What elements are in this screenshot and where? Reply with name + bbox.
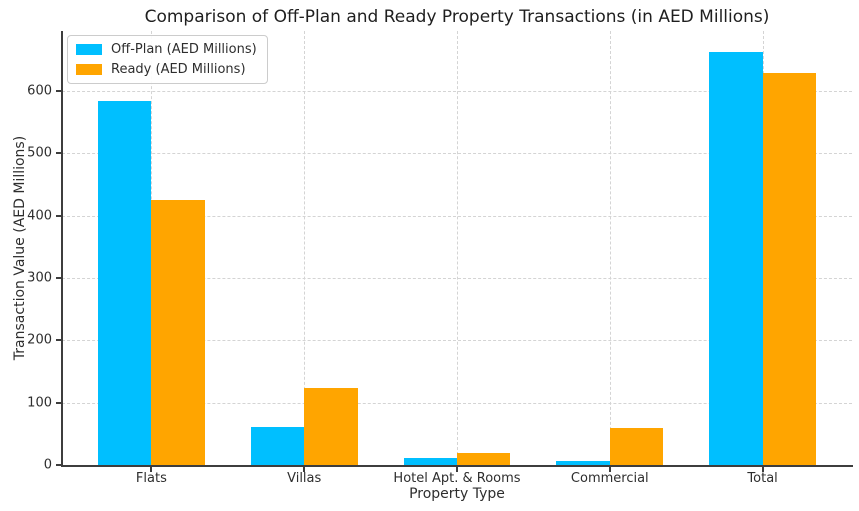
bar-off-plan-hotel-apt-rooms [403, 457, 457, 465]
y-axis-label: Transaction Value (AED Millions) [12, 135, 28, 361]
gridline-x-villas [304, 31, 306, 465]
y-tick-mark-300 [56, 276, 61, 279]
x-tick-mark-flats [150, 467, 153, 472]
x-tick-label-flats: Flats [135, 471, 167, 486]
x-axis-label: Property Type [409, 486, 505, 502]
x-tick-mark-total [761, 467, 764, 472]
legend-item-ready: Ready (AED Millions) [76, 62, 257, 77]
x-tick-label-total: Total [747, 471, 778, 486]
bar-off-plan-villas [250, 426, 305, 465]
x-tick-mark-commercial [608, 467, 611, 472]
bar-off-plan-flats [97, 101, 152, 465]
chart-title: Comparison of Off-Plan and Ready Propert… [144, 7, 770, 27]
bar-ready-villas [304, 387, 358, 465]
bar-ready-total [762, 73, 817, 465]
y-tick-label-600: 600 [27, 83, 52, 99]
ready-swatch-icon [76, 64, 102, 75]
offplan-swatch-icon [76, 44, 102, 55]
x-tick-label-villas: Villas [287, 471, 322, 486]
y-tick-label-0: 0 [43, 457, 52, 473]
y-tick-mark-600 [56, 89, 61, 92]
bar-off-plan-total [709, 51, 763, 465]
bar-ready-flats [151, 199, 205, 465]
x-tick-mark-villas [303, 467, 306, 472]
y-tick-label-400: 400 [27, 208, 52, 224]
x-tick-label-commercial: Commercial [570, 471, 649, 486]
y-tick-mark-500 [56, 152, 61, 155]
legend-item-offplan: Off-Plan (AED Millions) [76, 42, 257, 57]
y-tick-mark-200 [56, 339, 61, 342]
y-tick-label-100: 100 [27, 395, 52, 411]
legend: Off-Plan (AED Millions) Ready (AED Milli… [67, 35, 268, 84]
y-tick-mark-0 [56, 464, 61, 466]
x-tick-label-hotel-apt-rooms: Hotel Apt. & Rooms [393, 471, 521, 486]
y-tick-label-200: 200 [27, 332, 52, 348]
legend-label-ready: Ready (AED Millions) [111, 62, 246, 77]
y-tick-label-500: 500 [27, 145, 52, 161]
x-tick-mark-hotel-apt-rooms [456, 467, 458, 472]
y-tick-label-300: 300 [27, 270, 52, 286]
bar-ready-commercial [609, 427, 664, 465]
y-tick-mark-400 [56, 214, 61, 217]
bar-ready-hotel-apt-rooms [457, 453, 511, 465]
gridline-x-hotel-apt-rooms [457, 31, 458, 465]
gridline-x-commercial [609, 31, 611, 465]
plot-area: Off-Plan (AED Millions) Ready (AED Milli… [61, 31, 853, 467]
bar-off-plan-commercial [556, 460, 610, 465]
bottom-spine [61, 465, 853, 467]
legend-label-offplan: Off-Plan (AED Millions) [111, 42, 257, 57]
left-spine [61, 31, 63, 465]
y-tick-mark-100 [56, 401, 61, 404]
